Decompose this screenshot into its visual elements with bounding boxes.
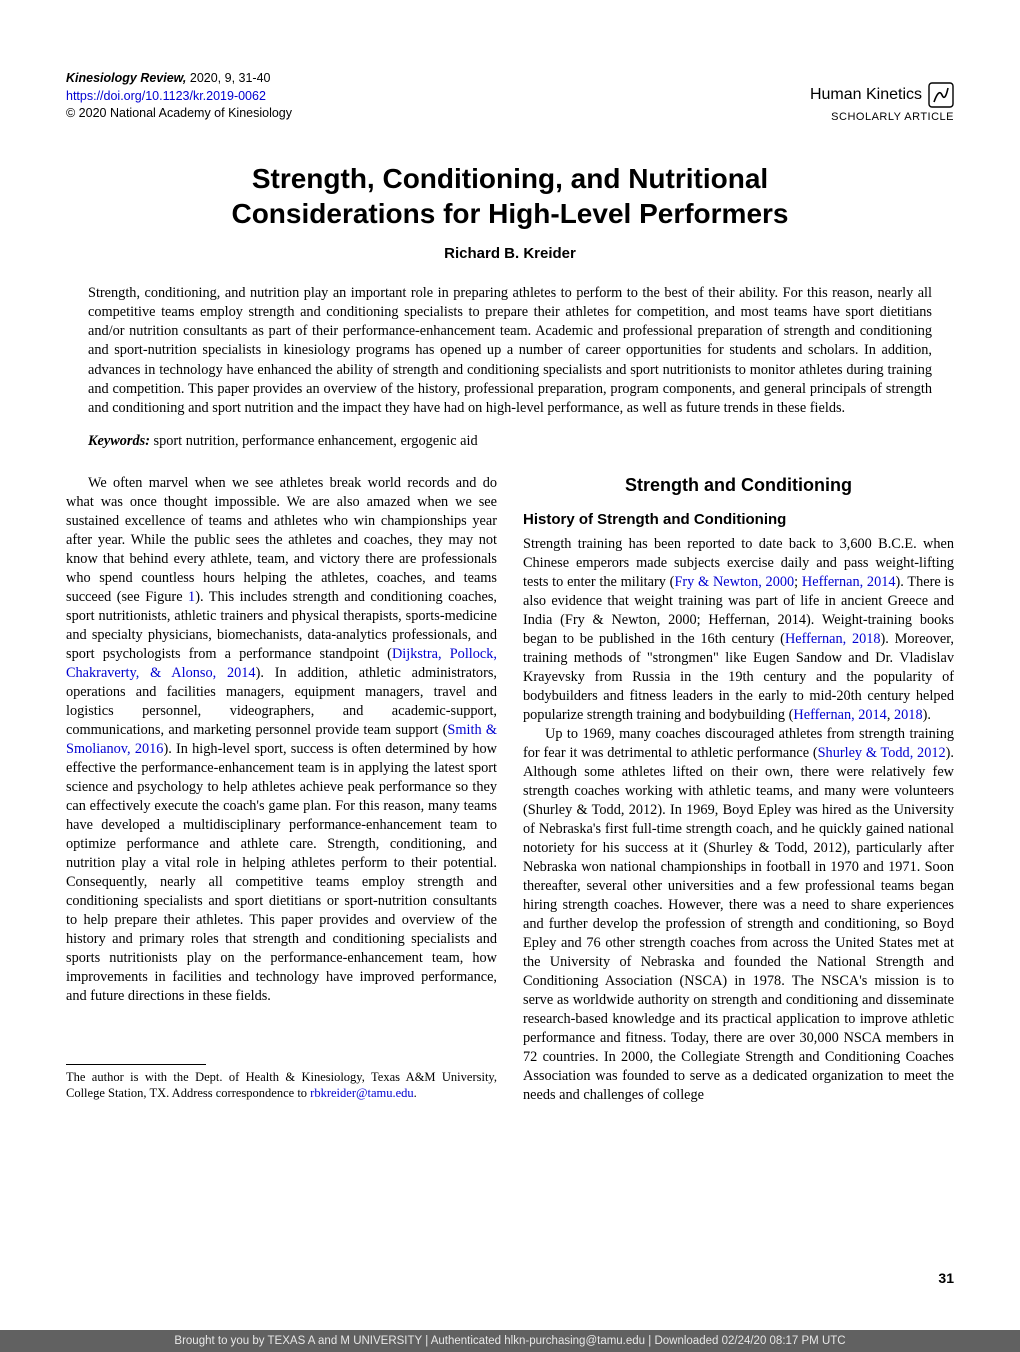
citation-link[interactable]: Heffernan, 2018 (785, 631, 881, 647)
article-type: SCHOLARLY ARTICLE (810, 111, 954, 123)
author-footnote: The author is with the Dept. of Health &… (66, 1069, 497, 1102)
history-paragraph-2: Up to 1969, many coaches discouraged ath… (523, 725, 954, 1105)
abstract: Strength, conditioning, and nutrition pl… (88, 284, 932, 419)
citation-link[interactable]: Heffernan, 2014 (793, 707, 886, 723)
keywords-line: Keywords: sport nutrition, performance e… (88, 433, 932, 450)
human-kinetics-icon (928, 82, 954, 108)
keywords-label: Keywords: (88, 433, 150, 449)
journal-citation: 2020, 9, 31-40 (186, 71, 270, 85)
page-number: 31 (938, 1270, 954, 1286)
article-title: Strength, Conditioning, and Nutritional … (66, 161, 954, 231)
intro-paragraph: We often marvel when we see athletes bre… (66, 474, 497, 1006)
publisher-name: Human Kinetics (810, 86, 922, 104)
title-line-1: Strength, Conditioning, and Nutritional (252, 163, 768, 194)
author-name: Richard B. Kreider (66, 245, 954, 262)
keywords-text: sport nutrition, performance enhancement… (150, 433, 478, 449)
citation-link[interactable]: Fry & Newton, 2000 (674, 574, 794, 590)
correspondence-email[interactable]: rbkreider@tamu.edu (310, 1086, 414, 1100)
left-column: We often marvel when we see athletes bre… (66, 474, 497, 1106)
citation-link[interactable]: Shurley & Todd, 2012 (818, 745, 946, 761)
copyright-line: © 2020 National Academy of Kinesiology (66, 105, 292, 123)
citation-link[interactable]: 2018 (894, 707, 923, 723)
journal-name: Kinesiology Review, (66, 71, 186, 85)
doi-link[interactable]: https://doi.org/10.1123/kr.2019-0062 (66, 88, 292, 106)
section-heading: Strength and Conditioning (523, 474, 954, 498)
journal-header: Kinesiology Review, 2020, 9, 31-40 https… (66, 70, 292, 123)
right-column: Strength and Conditioning History of Str… (523, 474, 954, 1106)
footnote-rule (66, 1064, 206, 1065)
title-line-2: Considerations for High-Level Performers (231, 198, 788, 229)
history-paragraph-1: Strength training has been reported to d… (523, 535, 954, 725)
subsection-heading: History of Strength and Conditioning (523, 510, 954, 530)
citation-link[interactable]: Heffernan, 2014 (802, 574, 896, 590)
publisher-brand: Human Kinetics (810, 82, 954, 108)
footer-bar: Brought to you by TEXAS A and M UNIVERSI… (0, 1330, 1020, 1352)
